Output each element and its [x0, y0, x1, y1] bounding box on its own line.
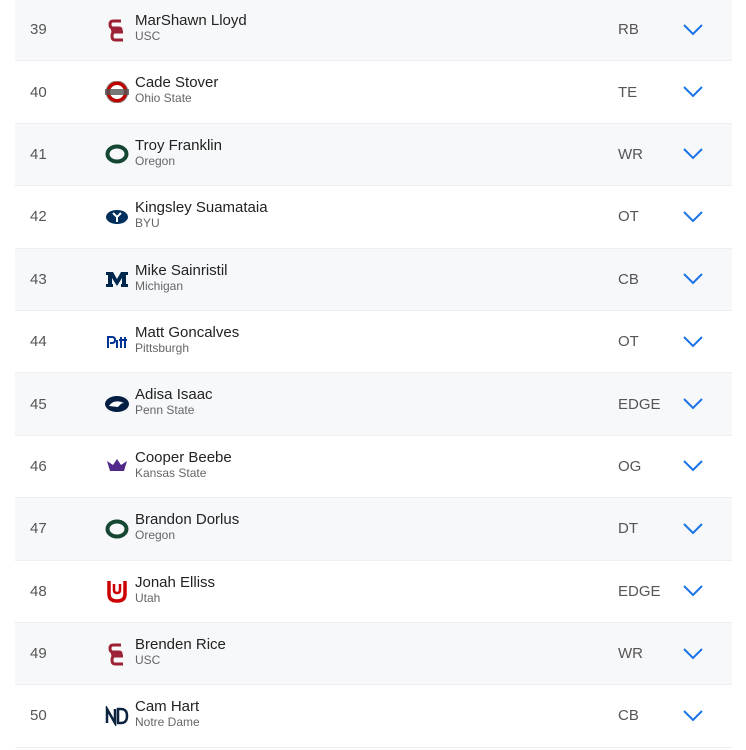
player-info: Cade Stover Ohio State	[135, 74, 218, 105]
table-row[interactable]: 49 Brenden Rice USC WR	[15, 622, 732, 686]
player-name: Cade Stover	[135, 74, 219, 92]
pick-number: 44	[30, 333, 47, 351]
player-info: Matt Goncalves Pittsburgh	[135, 324, 239, 355]
player-info: MarShawn Lloyd USC	[135, 12, 247, 43]
michigan-logo-icon	[104, 267, 130, 291]
player-name: Cooper Beebe	[135, 448, 232, 466]
usc-logo-icon	[104, 18, 130, 42]
player-name: Matt Goncalves	[135, 323, 240, 341]
player-school: Notre Dame	[135, 715, 200, 730]
pick-number: 47	[30, 520, 47, 538]
player-name: Brandon Dorlus	[135, 511, 240, 529]
player-position: EDGE	[618, 582, 661, 600]
pick-number: 40	[30, 83, 47, 101]
player-position: DT	[618, 520, 638, 538]
player-name: Mike Sainristil	[135, 261, 228, 279]
player-position: OG	[618, 457, 642, 475]
table-row[interactable]: 47 Brandon Dorlus Oregon DT	[15, 498, 732, 561]
player-school: Kansas State	[135, 465, 207, 480]
player-school: Oregon	[135, 528, 176, 543]
utah-logo-icon	[104, 579, 130, 603]
table-row[interactable]: 41 Troy Franklin Oregon WR	[15, 123, 732, 187]
pick-number: 45	[30, 395, 47, 413]
draft-pick-list: 39 MarShawn Lloyd USC RB 40 Cade Stover …	[15, 0, 732, 748]
usc-logo-icon	[104, 642, 130, 666]
chevron-down-icon[interactable]	[682, 584, 704, 598]
ohio-state-logo-icon	[104, 80, 130, 104]
player-school: USC	[135, 652, 161, 667]
player-info: Adisa Isaac Penn State	[135, 386, 213, 417]
byu-logo-icon	[104, 205, 130, 229]
pick-number: 46	[30, 457, 47, 475]
player-school: Penn State	[135, 403, 195, 418]
oregon-logo-icon	[104, 142, 130, 166]
player-name: Brenden Rice	[135, 635, 226, 653]
table-row[interactable]: 40 Cade Stover Ohio State TE	[15, 61, 732, 124]
player-position: RB	[618, 21, 639, 39]
table-row[interactable]: 48 Jonah Elliss Utah EDGE	[15, 561, 732, 623]
chevron-down-icon[interactable]	[682, 23, 704, 37]
pick-number: 39	[30, 21, 47, 39]
player-position: OT	[618, 333, 639, 351]
player-position: CB	[618, 270, 639, 288]
table-row[interactable]: 42 Kingsley Suamataia BYU OT	[15, 186, 732, 249]
player-position: CB	[618, 707, 639, 725]
player-info: Brandon Dorlus Oregon	[135, 511, 239, 542]
player-name: Jonah Elliss	[135, 573, 216, 591]
player-school: Pittsburgh	[135, 340, 190, 355]
player-name: Adisa Isaac	[135, 386, 213, 404]
player-position: WR	[618, 645, 643, 663]
kansas-state-logo-icon	[104, 454, 130, 478]
chevron-down-icon[interactable]	[682, 85, 704, 99]
penn-state-logo-icon	[104, 392, 130, 416]
table-row[interactable]: 45 Adisa Isaac Penn State EDGE	[15, 373, 732, 436]
table-row[interactable]: 46 Cooper Beebe Kansas State OG	[15, 436, 732, 499]
player-info: Mike Sainristil Michigan	[135, 262, 228, 293]
player-school: BYU	[135, 216, 160, 231]
table-row[interactable]: 44 Matt Goncalves Pittsburgh OT	[15, 311, 732, 374]
player-position: EDGE	[618, 395, 661, 413]
player-info: Cooper Beebe Kansas State	[135, 449, 232, 480]
player-school: Ohio State	[135, 91, 192, 106]
oregon-logo-icon	[104, 517, 130, 541]
chevron-down-icon[interactable]	[682, 397, 704, 411]
chevron-down-icon[interactable]	[682, 459, 704, 473]
pick-number: 48	[30, 582, 47, 600]
chevron-down-icon[interactable]	[682, 335, 704, 349]
pick-number: 50	[30, 707, 47, 725]
chevron-down-icon[interactable]	[682, 709, 704, 723]
table-row[interactable]: 50 Cam Hart Notre Dame CB	[15, 685, 732, 748]
player-info: Jonah Elliss Utah	[135, 574, 215, 605]
chevron-down-icon[interactable]	[682, 147, 704, 161]
pitt-logo-icon	[104, 330, 130, 354]
table-row[interactable]: 39 MarShawn Lloyd USC RB	[15, 0, 732, 62]
player-school: Oregon	[135, 153, 176, 168]
player-school: Michigan	[135, 278, 184, 293]
player-info: Brenden Rice USC	[135, 636, 226, 667]
pick-number: 41	[30, 145, 47, 163]
player-info: Kingsley Suamataia BYU	[135, 199, 268, 230]
player-info: Troy Franklin Oregon	[135, 137, 222, 168]
player-name: Troy Franklin	[135, 136, 222, 154]
pick-number: 49	[30, 645, 47, 663]
player-position: WR	[618, 145, 643, 163]
pick-number: 43	[30, 270, 47, 288]
notre-dame-logo-icon	[104, 704, 130, 728]
chevron-down-icon[interactable]	[682, 647, 704, 661]
pick-number: 42	[30, 208, 47, 226]
player-name: Kingsley Suamataia	[135, 199, 268, 217]
player-name: Cam Hart	[135, 698, 200, 716]
table-row[interactable]: 43 Mike Sainristil Michigan CB	[15, 248, 732, 311]
chevron-down-icon[interactable]	[682, 522, 704, 536]
player-school: Utah	[135, 590, 161, 605]
player-school: USC	[135, 29, 161, 43]
player-info: Cam Hart Notre Dame	[135, 698, 200, 729]
player-name: MarShawn Lloyd	[135, 12, 247, 29]
player-position: TE	[618, 83, 638, 101]
chevron-down-icon[interactable]	[682, 272, 704, 286]
chevron-down-icon[interactable]	[682, 210, 704, 224]
player-position: OT	[618, 208, 639, 226]
